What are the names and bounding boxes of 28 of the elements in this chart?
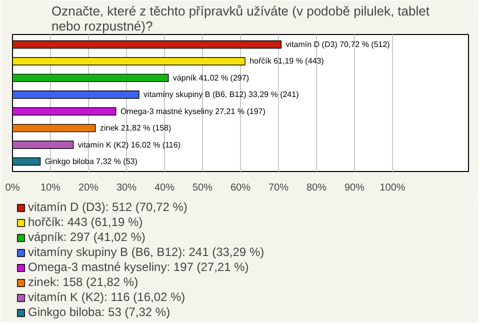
x-tick-label: 20% — [78, 182, 99, 194]
category-label: hořčík 61,19 % (443) — [250, 56, 324, 66]
legend-label: vitamín D (D3): 512 (70,72 %) — [28, 200, 188, 214]
category-label: zinek 21,82 % (158) — [100, 124, 172, 133]
category-label: Omega-3 mastné kyseliny 27,21 % (197) — [120, 106, 266, 116]
x-tick-label: 30% — [116, 182, 137, 194]
x-tick-label: 0% — [5, 182, 20, 194]
chart-title: Označte, které z těchto přípravků užíváte (v podobě pilulek, tablet nebo rozpustné)? — [52, 4, 430, 34]
category-label: vápník 41,02 % (297) — [172, 73, 249, 82]
x-tick-label: 80% — [306, 182, 327, 194]
legend-label: vitamín K (K2): 116 (16,02 %) — [28, 290, 186, 304]
category-label: vitamín D (D3) 70,72 % (512) — [286, 40, 390, 50]
legend-label: vitamíny skupiny B (B6, B12): 241 (33,29 %) — [28, 245, 264, 259]
x-tick-label: 60% — [230, 182, 251, 194]
x-tick-label: 10% — [40, 182, 61, 194]
legend-label: hořčík: 443 (61,19 %) — [28, 215, 143, 229]
x-tick-label: 50% — [192, 182, 213, 194]
category-label: Ginkgo biloba 7,32 % (53) — [44, 156, 138, 166]
legend-label: Ginkgo biloba: 53 (7,32 %) — [28, 305, 170, 319]
category-label: vitamín K (K2) 16,02 % (116) — [78, 140, 180, 150]
x-tick-label: 100% — [380, 182, 406, 194]
x-tick-label: 40% — [154, 182, 175, 194]
legend-label: vápník: 297 (41,02 %) — [28, 230, 146, 244]
legend-label: zinek: 158 (21,82 %) — [28, 275, 138, 289]
legend-label: Omega-3 mastné kyseliny: 197 (27,21 %) — [28, 260, 249, 274]
x-tick-label: 90% — [344, 182, 365, 194]
x-tick-label: 70% — [268, 182, 289, 194]
category-label: vitamíny skupiny B (B6, B12) 33,29 % (241) — [144, 90, 299, 100]
